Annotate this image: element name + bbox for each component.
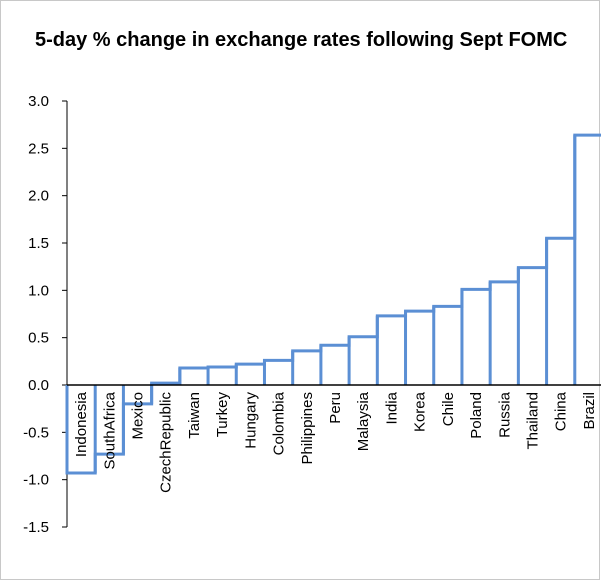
y-tick-label: -1.5 — [23, 519, 49, 536]
bar-poland — [462, 289, 490, 385]
category-label: Malaysia — [355, 391, 372, 451]
category-label: Mexico — [130, 392, 147, 440]
category-label: Russia — [496, 391, 513, 438]
category-label: Thailand — [524, 392, 541, 450]
y-tick-label: 1.0 — [28, 282, 49, 299]
bar-turkey — [208, 367, 236, 385]
category-label: Hungary — [242, 392, 259, 449]
category-label: Chile — [440, 392, 457, 426]
y-tick-label: 2.5 — [28, 140, 49, 157]
category-label: Brazil — [581, 392, 598, 430]
y-tick-label: 0.5 — [28, 330, 49, 347]
y-tick-label: -1.0 — [23, 472, 49, 489]
category-label: India — [383, 391, 400, 424]
category-label: Korea — [412, 391, 429, 432]
bar-hungary — [236, 364, 264, 385]
category-label: Indonesia — [73, 391, 90, 457]
series-step-drops — [93, 135, 577, 474]
chart-title: 5-day % change in exchange rates followi… — [35, 29, 568, 51]
bar-philippines — [293, 351, 321, 385]
bar-malaysia — [349, 337, 377, 385]
bar-taiwan — [180, 368, 208, 385]
category-label: Turkey — [214, 392, 231, 438]
category-label: Peru — [327, 392, 344, 424]
category-label: Philippines — [299, 392, 316, 465]
y-tick-label: -0.5 — [23, 424, 49, 441]
y-tick-label: 2.0 — [28, 188, 49, 205]
bar-colombia — [264, 360, 292, 385]
category-label: CzechRepublic — [158, 392, 175, 493]
category-label: SouthAfrica — [101, 391, 118, 469]
bar-russia — [490, 282, 518, 385]
category-label: China — [553, 391, 570, 431]
category-label: Poland — [468, 392, 485, 439]
y-tick-label: 1.5 — [28, 235, 49, 252]
bar-chile — [434, 306, 462, 385]
bar-brazil — [575, 135, 601, 385]
bar-india — [377, 316, 405, 385]
y-tick-label: 0.0 — [28, 377, 49, 394]
category-label: Taiwan — [186, 392, 203, 439]
y-tick-label: 3.0 — [28, 93, 49, 110]
bar-china — [547, 238, 575, 385]
bar-peru — [321, 345, 349, 385]
bar-thailand — [518, 268, 546, 385]
category-label: Colombia — [271, 391, 288, 455]
bar-korea — [406, 311, 434, 385]
